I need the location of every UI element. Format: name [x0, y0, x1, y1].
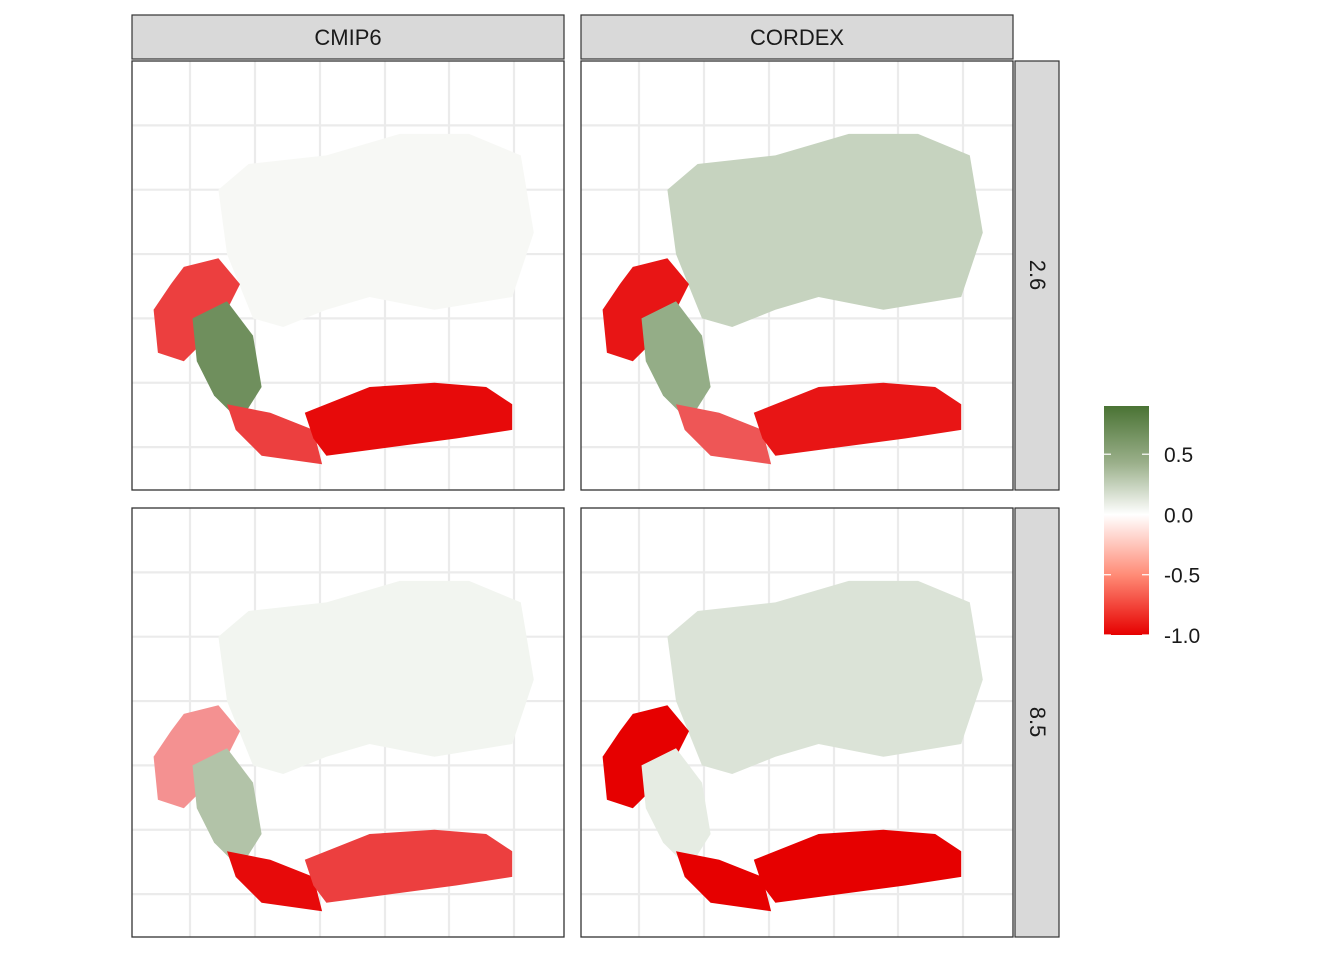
region-north [218, 133, 534, 327]
region-south-west [676, 404, 772, 465]
legend-break-label: 0.5 [1164, 444, 1193, 467]
map-regions [602, 580, 983, 912]
legend-break-label: -0.5 [1164, 565, 1200, 588]
panel-border [580, 60, 1014, 491]
panel-cmip6-2-6 [131, 60, 565, 491]
panel-border [580, 507, 1014, 938]
region-north [667, 580, 983, 774]
region-west-inland [641, 748, 711, 869]
map-regions [153, 580, 534, 912]
region-west-coast [602, 705, 689, 809]
region-west-coast [153, 705, 240, 809]
region-west-inland [641, 301, 711, 422]
region-south-coast [753, 382, 962, 456]
row-label-2-6: 2.6 [1025, 260, 1050, 291]
region-west-inland [192, 748, 262, 869]
panel-cordex-2-6 [580, 60, 1014, 491]
column-label-cordex: CORDEX [750, 25, 844, 50]
column-label-cmip6: CMIP6 [314, 25, 381, 50]
map-regions [153, 133, 534, 465]
strip-right-2-6: 2.6 [1014, 60, 1060, 491]
region-south-west [227, 851, 323, 912]
panel-border [131, 507, 565, 938]
strip-right-8-5: 8.5 [1014, 507, 1060, 938]
colorbar-legend: 0.5 0.0 -0.5 -1.0 [1104, 406, 1200, 648]
legend-break-label: -1.0 [1164, 625, 1200, 648]
region-west-coast [602, 258, 689, 362]
panel-cmip6-8-5 [131, 507, 565, 938]
panel-border [131, 60, 565, 491]
strip-top-cmip6: CMIP6 [131, 14, 565, 60]
strip-top-cordex: CORDEX [580, 14, 1014, 60]
region-north [218, 580, 534, 774]
region-north [667, 133, 983, 327]
region-south-west [227, 404, 323, 465]
map-regions [602, 133, 983, 465]
region-south-coast [753, 829, 962, 903]
region-west-inland [192, 301, 262, 422]
region-south-west [676, 851, 772, 912]
row-label-8-5: 8.5 [1025, 707, 1050, 738]
region-south-coast [304, 829, 513, 903]
panel-cordex-8-5 [580, 507, 1014, 938]
colorbar [1104, 406, 1149, 635]
region-west-coast [153, 258, 240, 362]
legend-break-label: 0.0 [1164, 504, 1193, 527]
region-south-coast [304, 382, 513, 456]
